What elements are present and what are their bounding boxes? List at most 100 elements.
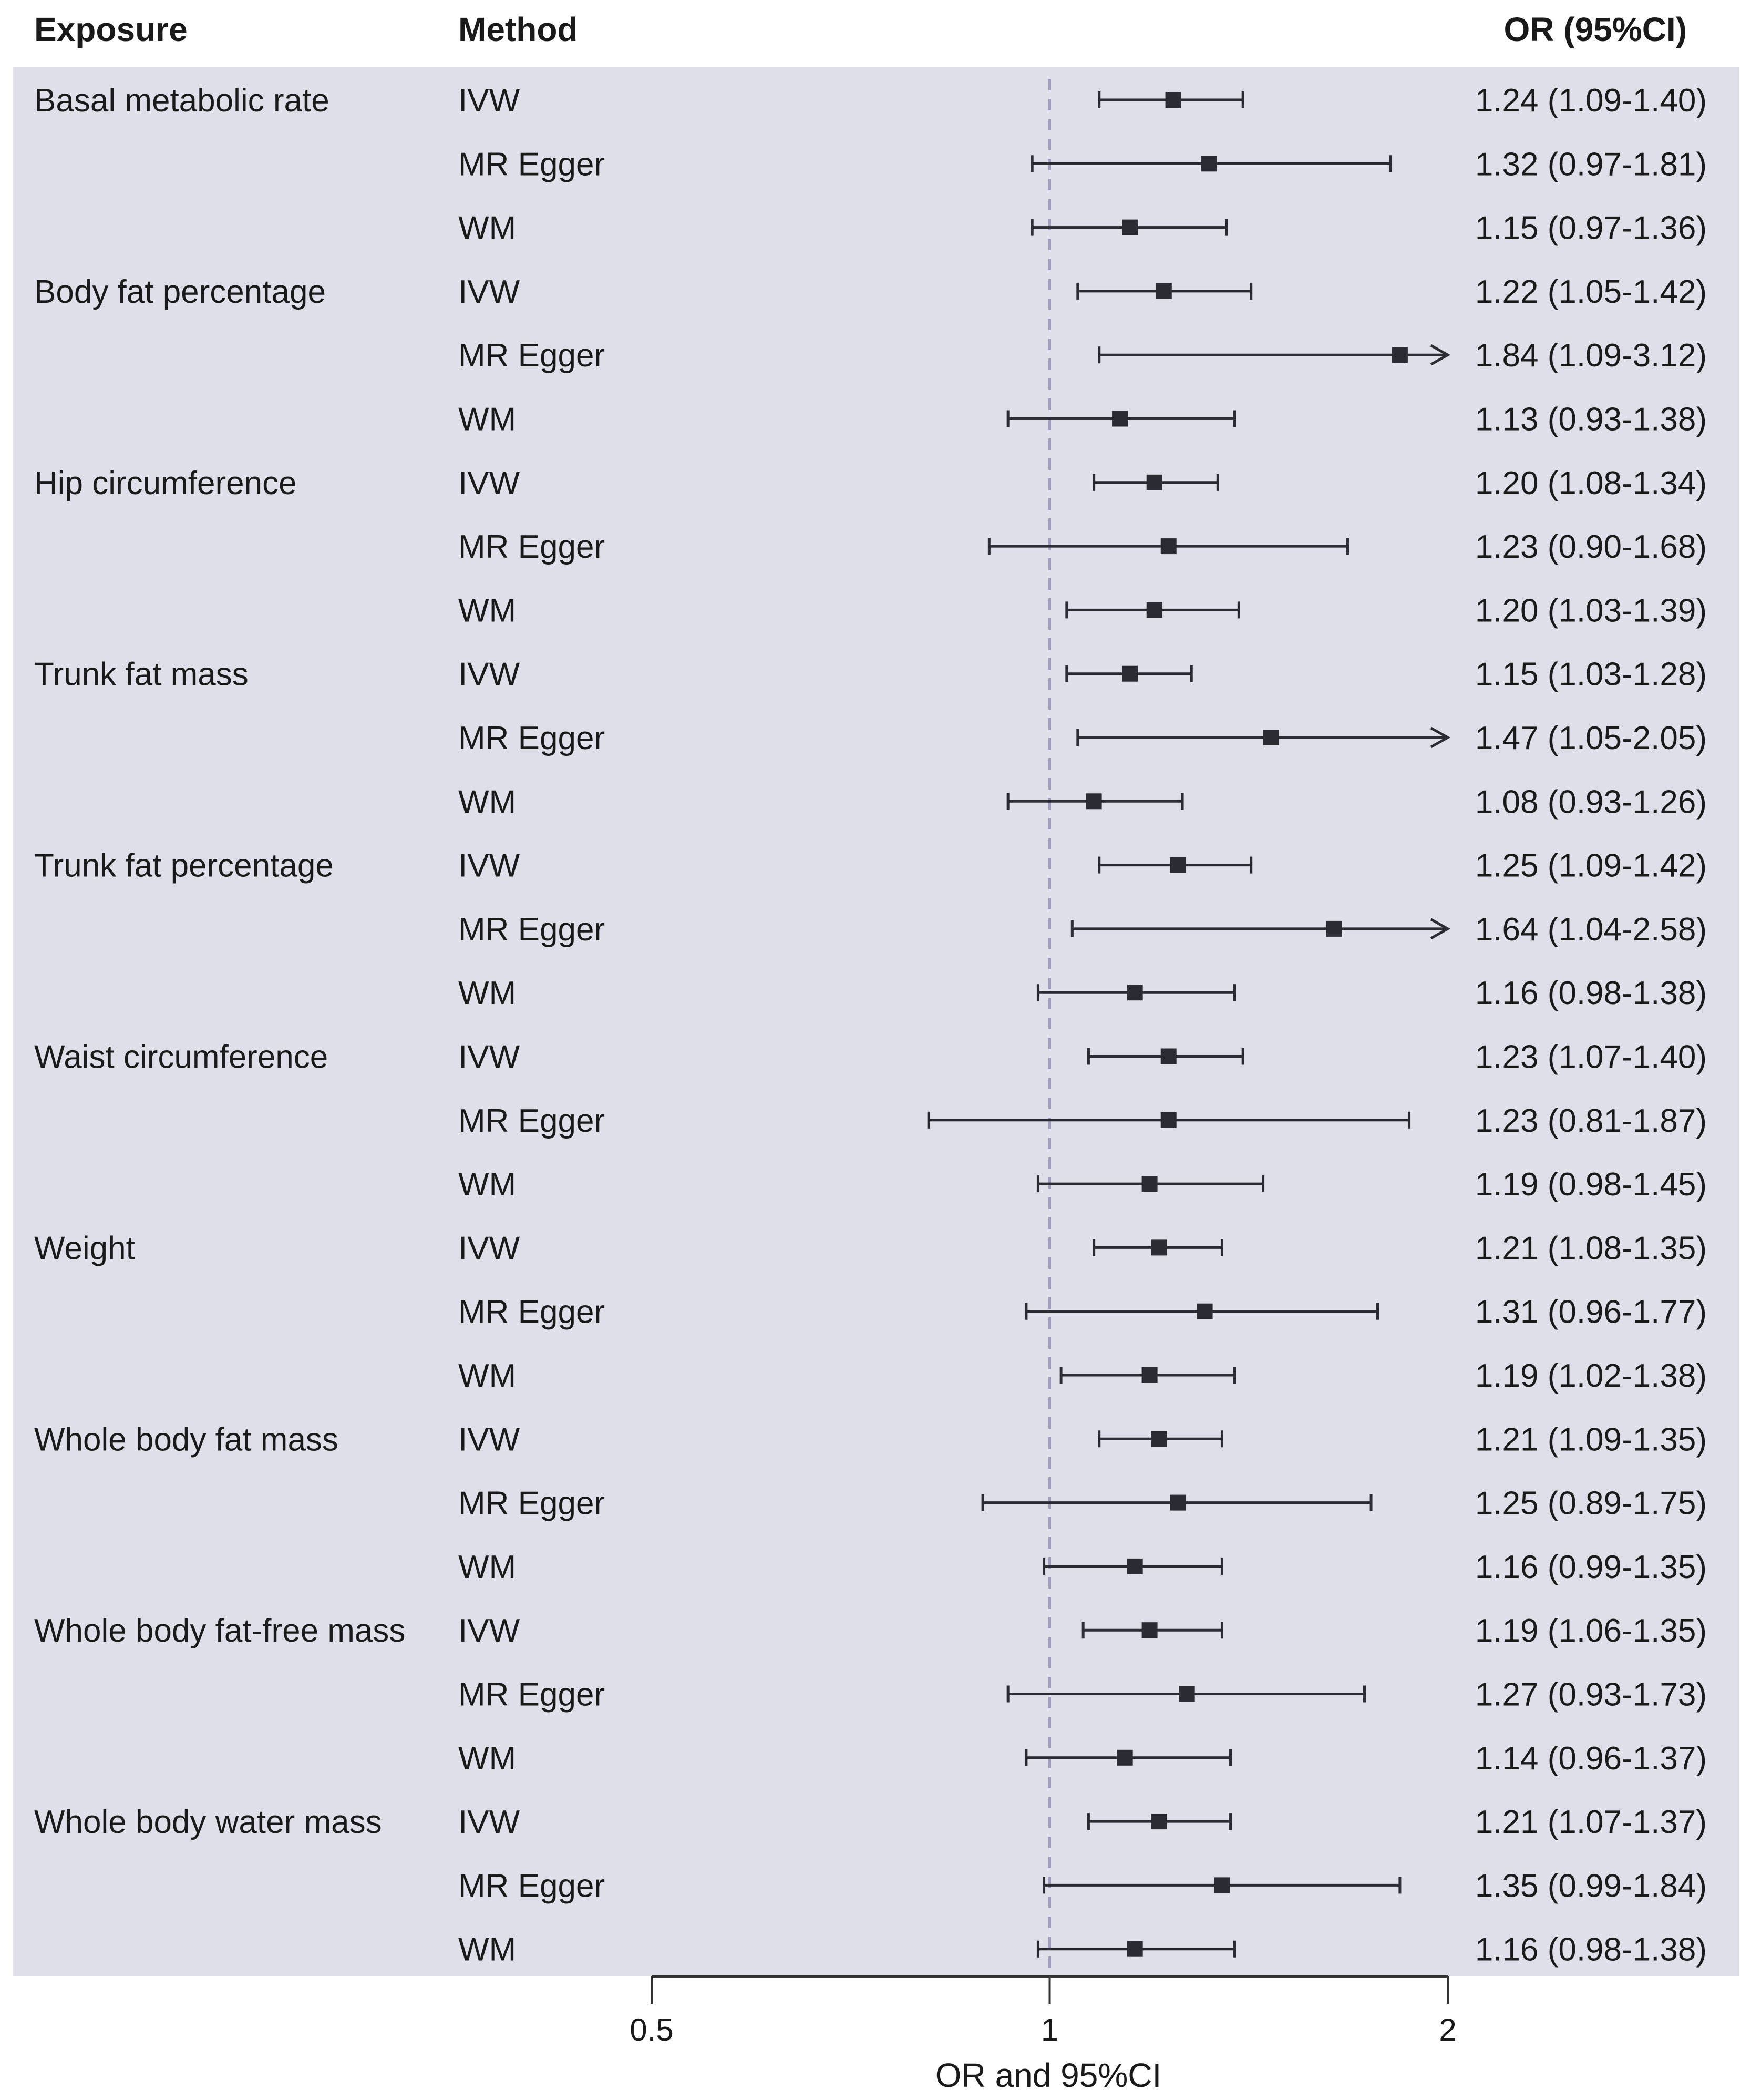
or-ci-label: 1.64 (1.04-2.58) (1475, 911, 1707, 948)
or-ci-label: 1.84 (1.09-3.12) (1475, 337, 1707, 374)
exposure-label: Basal metabolic rate (34, 83, 329, 119)
point-estimate-marker (1160, 1112, 1177, 1128)
point-estimate-marker (1146, 602, 1162, 618)
method-label: WM (458, 210, 516, 247)
method-label: IVW (458, 657, 520, 693)
forest-row: MR Egger 1.35 (0.99-1.84) (458, 1868, 1707, 1904)
or-ci-label: 1.23 (0.90-1.68) (1475, 529, 1707, 565)
forest-row: Trunk fat mass IVW 1.15 (1.03-1.28) (34, 657, 1707, 693)
point-estimate-marker (1170, 857, 1186, 873)
method-label: IVW (458, 465, 520, 501)
point-estimate-marker (1127, 1941, 1143, 1957)
point-estimate-marker (1263, 730, 1279, 745)
forest-row: WM 1.08 (0.93-1.26) (458, 784, 1707, 820)
exposure-label: Whole body water mass (34, 1804, 382, 1840)
point-estimate-marker (1165, 92, 1181, 108)
point-estimate-marker (1122, 219, 1138, 235)
or-ci-label: 1.35 (0.99-1.84) (1475, 1868, 1707, 1904)
header-exposure: Exposure (34, 11, 188, 48)
point-estimate-marker (1127, 1558, 1143, 1574)
method-label: MR Egger (458, 1868, 605, 1904)
method-label: WM (458, 592, 516, 629)
method-label: MR Egger (458, 337, 605, 374)
or-ci-label: 1.16 (0.98-1.38) (1475, 975, 1707, 1011)
forest-row: WM 1.16 (0.98-1.38) (458, 975, 1707, 1011)
or-ci-label: 1.19 (1.06-1.35) (1475, 1613, 1707, 1649)
point-estimate-marker (1151, 1814, 1167, 1830)
method-label: WM (458, 1549, 516, 1585)
method-label: WM (458, 1166, 516, 1203)
exposure-label: Body fat percentage (34, 274, 326, 310)
forest-row: Whole body fat mass IVW 1.21 (1.09-1.35) (34, 1421, 1707, 1458)
or-ci-label: 1.47 (1.05-2.05) (1475, 720, 1707, 756)
header-method: Method (458, 11, 578, 48)
forest-row: Basal metabolic rate IVW 1.24 (1.09-1.40) (34, 83, 1707, 119)
or-ci-label: 1.22 (1.05-1.42) (1475, 274, 1707, 310)
or-ci-label: 1.32 (0.97-1.81) (1475, 146, 1707, 182)
exposure-label: Hip circumference (34, 465, 297, 501)
point-estimate-marker (1160, 538, 1177, 555)
method-label: MR Egger (458, 529, 605, 565)
method-label: IVW (458, 274, 520, 310)
point-estimate-marker (1160, 1048, 1177, 1064)
x-axis-ticks: 0.5 1 2 (630, 1976, 1457, 2047)
forest-row: Waist circumference IVW 1.23 (1.07-1.40) (34, 1039, 1707, 1075)
or-ci-label: 1.16 (0.98-1.38) (1475, 1932, 1707, 1968)
forest-row: WM 1.19 (0.98-1.45) (458, 1166, 1707, 1203)
forest-row: MR Egger 1.47 (1.05-2.05) (458, 720, 1707, 756)
point-estimate-marker (1201, 156, 1217, 172)
forest-row: MR Egger 1.84 (1.09-3.12) (458, 337, 1707, 374)
exposure-label: Whole body fat-free mass (34, 1613, 405, 1649)
point-estimate-marker (1141, 1176, 1158, 1192)
method-label: WM (458, 975, 516, 1011)
forest-row: Weight IVW 1.21 (1.08-1.35) (34, 1230, 1707, 1266)
method-label: MR Egger (458, 146, 605, 182)
ci-arrow (1430, 344, 1451, 366)
method-label: IVW (458, 1230, 520, 1266)
method-label: MR Egger (458, 1486, 605, 1522)
method-label: IVW (458, 1804, 520, 1840)
method-label: MR Egger (458, 1103, 605, 1139)
point-estimate-marker (1151, 1239, 1167, 1256)
point-estimate-marker (1122, 665, 1138, 682)
point-estimate-marker (1214, 1877, 1230, 1893)
or-ci-label: 1.19 (1.02-1.38) (1475, 1358, 1707, 1394)
forest-row: WM 1.20 (1.03-1.39) (458, 592, 1707, 629)
forest-row: WM 1.13 (0.93-1.38) (458, 402, 1707, 438)
forest-row: Hip circumference IVW 1.20 (1.08-1.34) (34, 465, 1707, 501)
or-ci-label: 1.23 (1.07-1.40) (1475, 1039, 1707, 1075)
ci-arrow (1430, 726, 1451, 749)
x-tick-label: 0.5 (630, 2012, 673, 2047)
exposure-label: Trunk fat percentage (34, 848, 334, 884)
method-label: WM (458, 784, 516, 820)
point-estimate-marker (1086, 793, 1102, 810)
method-label: IVW (458, 1039, 520, 1075)
exposure-label: Weight (34, 1230, 135, 1266)
method-label: IVW (458, 1613, 520, 1649)
or-ci-label: 1.16 (0.99-1.35) (1475, 1549, 1707, 1585)
forest-row: Trunk fat percentage IVW 1.25 (1.09-1.42) (34, 848, 1707, 884)
x-axis-label: OR and 95%CI (935, 2056, 1161, 2094)
point-estimate-marker (1179, 1686, 1195, 1702)
forest-row: MR Egger 1.25 (0.89-1.75) (458, 1486, 1707, 1522)
or-ci-label: 1.21 (1.09-1.35) (1475, 1421, 1707, 1458)
method-label: WM (458, 402, 516, 438)
exposure-label: Whole body fat mass (34, 1421, 338, 1458)
or-ci-label: 1.13 (0.93-1.38) (1475, 402, 1707, 438)
method-label: MR Egger (458, 1677, 605, 1713)
method-label: IVW (458, 83, 520, 119)
x-tick-label: 1 (1041, 2012, 1058, 2047)
point-estimate-marker (1170, 1494, 1186, 1511)
forest-row: Whole body fat-free mass IVW 1.19 (1.06-1.… (34, 1613, 1707, 1649)
header-or-ci: OR (95%CI) (1504, 11, 1687, 48)
or-ci-label: 1.27 (0.93-1.73) (1475, 1677, 1707, 1713)
forest-row: MR Egger 1.31 (0.96-1.77) (458, 1294, 1707, 1330)
forest-row: MR Egger 1.64 (1.04-2.58) (458, 911, 1707, 948)
method-label: WM (458, 1740, 516, 1777)
x-tick-label: 2 (1439, 2012, 1456, 2047)
point-estimate-marker (1127, 985, 1143, 1001)
rows-group: Basal metabolic rate IVW 1.24 (1.09-1.40) M… (34, 83, 1707, 1968)
point-estimate-marker (1112, 411, 1128, 427)
forest-row: MR Egger 1.23 (0.90-1.68) (458, 529, 1707, 565)
